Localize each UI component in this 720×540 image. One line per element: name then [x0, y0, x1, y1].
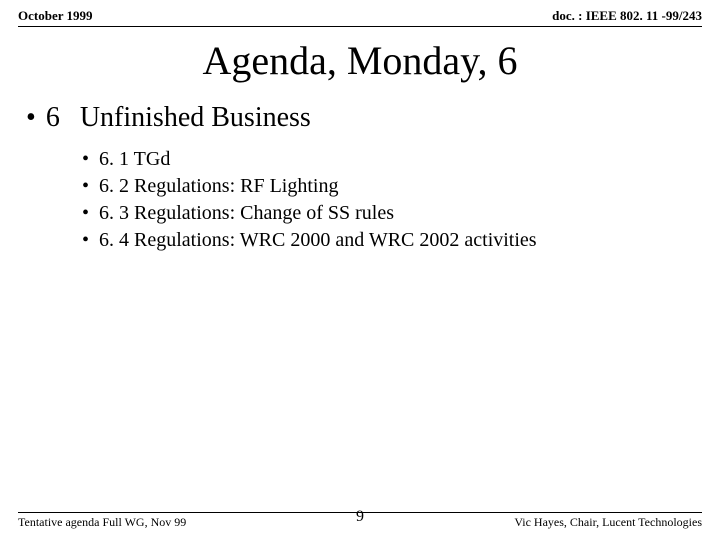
- sub-bullet: •: [82, 175, 89, 198]
- main-number: 6: [46, 102, 60, 134]
- sub-item: • 6. 2 Regulations: RF Lighting: [82, 175, 702, 198]
- footer-left: Tentative agenda Full WG, Nov 99: [18, 515, 186, 530]
- content-area: • 6 Unfinished Business • 6. 1 TGd • 6. …: [18, 102, 702, 252]
- header-doc-id: doc. : IEEE 802. 11 -99/243: [552, 8, 702, 24]
- main-label: Unfinished Business: [80, 102, 311, 134]
- sub-bullet: •: [82, 148, 89, 171]
- sub-item: • 6. 1 TGd: [82, 148, 702, 171]
- sub-text: 6. 2 Regulations: RF Lighting: [99, 175, 338, 198]
- sub-item: • 6. 3 Regulations: Change of SS rules: [82, 202, 702, 225]
- main-bullet: •: [26, 102, 36, 134]
- sub-text: 6. 4 Regulations: WRC 2000 and WRC 2002 …: [99, 229, 537, 252]
- footer-content: Tentative agenda Full WG, Nov 99 9 Vic H…: [18, 515, 702, 530]
- page-number: 9: [356, 508, 364, 526]
- sub-list: • 6. 1 TGd • 6. 2 Regulations: RF Lighti…: [26, 148, 702, 252]
- header-date: October 1999: [18, 8, 93, 24]
- sub-text: 6. 1 TGd: [99, 148, 170, 171]
- header: October 1999 doc. : IEEE 802. 11 -99/243: [18, 8, 702, 27]
- sub-bullet: •: [82, 202, 89, 225]
- sub-text: 6. 3 Regulations: Change of SS rules: [99, 202, 394, 225]
- sub-item: • 6. 4 Regulations: WRC 2000 and WRC 200…: [82, 229, 702, 252]
- footer: Tentative agenda Full WG, Nov 99 9 Vic H…: [18, 512, 702, 530]
- main-item: • 6 Unfinished Business: [26, 102, 702, 134]
- sub-bullet: •: [82, 229, 89, 252]
- footer-right: Vic Hayes, Chair, Lucent Technologies: [514, 515, 702, 530]
- slide-title: Agenda, Monday, 6: [18, 37, 702, 84]
